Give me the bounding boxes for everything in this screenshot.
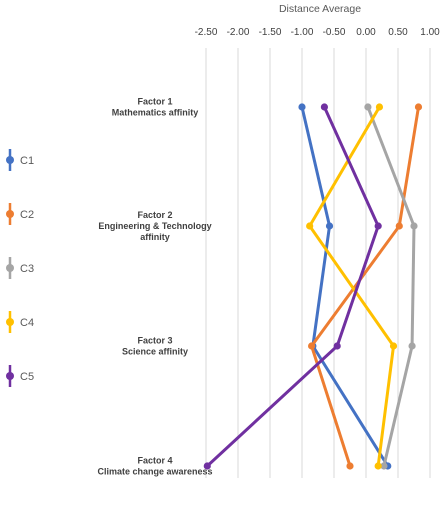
data-point <box>298 103 306 111</box>
legend-item-c3: C3 <box>6 257 34 279</box>
legend-label: C3 <box>20 263 34 275</box>
factor-label-line: Mathematics affinity <box>112 108 199 118</box>
factor-label-line: Factor 2 <box>137 210 172 220</box>
legend-marker <box>6 156 14 164</box>
legend-item-c2: C2 <box>6 203 34 225</box>
data-point <box>320 103 328 111</box>
data-point <box>308 342 316 350</box>
x-axis-ticks: -2.50 -2.00 -1.50 -1.00 -0.50 0.00 0.50 1.00 <box>195 27 441 38</box>
data-point <box>389 342 398 350</box>
series-c4 <box>306 103 398 470</box>
x-tick-label: 0.00 <box>356 27 376 38</box>
data-point <box>333 342 341 350</box>
data-point <box>375 103 384 111</box>
factor-label-line: Factor 1 <box>137 97 172 107</box>
factor-label-line: Factor 4 <box>137 456 172 466</box>
x-tick-label: -1.50 <box>259 27 282 38</box>
x-tick-label: 0.50 <box>388 27 408 38</box>
series-c3 <box>364 103 418 470</box>
factor-label-line: Engineering & Technology <box>98 221 211 231</box>
x-tick-label: -2.00 <box>227 27 250 38</box>
series-line-c5 <box>205 105 380 468</box>
data-point <box>374 462 382 470</box>
legend: C1 C2 C3 C4 C5 <box>6 149 34 387</box>
x-tick-label: -2.50 <box>195 27 218 38</box>
x-tick-label: 1.00 <box>420 27 440 38</box>
legend-label: C1 <box>20 155 34 167</box>
legend-label: C5 <box>20 371 34 383</box>
series-c1 <box>298 103 392 470</box>
factor-label-line: Factor 3 <box>137 336 172 346</box>
x-axis-title: Distance Average <box>279 3 361 15</box>
data-point <box>374 222 382 230</box>
data-point <box>395 222 403 230</box>
factor-label-line: Climate change awareness <box>97 467 212 477</box>
series-line-c3 <box>366 105 416 468</box>
legend-item-c5: C5 <box>6 365 34 387</box>
data-point <box>203 462 211 470</box>
data-point <box>410 222 418 230</box>
series-group <box>203 103 423 470</box>
legend-item-c4: C4 <box>6 311 34 333</box>
data-point <box>414 103 423 111</box>
legend-marker <box>6 372 14 380</box>
series-line-c1 <box>300 105 390 468</box>
series-line-c4 <box>308 105 396 468</box>
series-line-c2 <box>310 105 420 468</box>
x-tick-label: -1.00 <box>291 27 314 38</box>
factor-label-line: Science affinity <box>122 347 188 357</box>
data-point <box>380 462 388 470</box>
legend-item-c1: C1 <box>6 149 34 171</box>
series-c2 <box>308 103 423 470</box>
data-point <box>325 222 334 230</box>
legend-marker <box>6 264 14 272</box>
data-point <box>306 222 314 230</box>
legend-label: C2 <box>20 209 34 221</box>
data-point <box>408 342 416 350</box>
x-tick-label: -0.50 <box>323 27 346 38</box>
data-point <box>364 103 372 111</box>
series-c5 <box>203 103 382 470</box>
legend-marker <box>6 210 14 218</box>
data-point <box>346 462 354 470</box>
legend-label: C4 <box>20 317 34 329</box>
legend-marker <box>6 318 14 326</box>
factor-label-line: affinity <box>140 232 170 242</box>
